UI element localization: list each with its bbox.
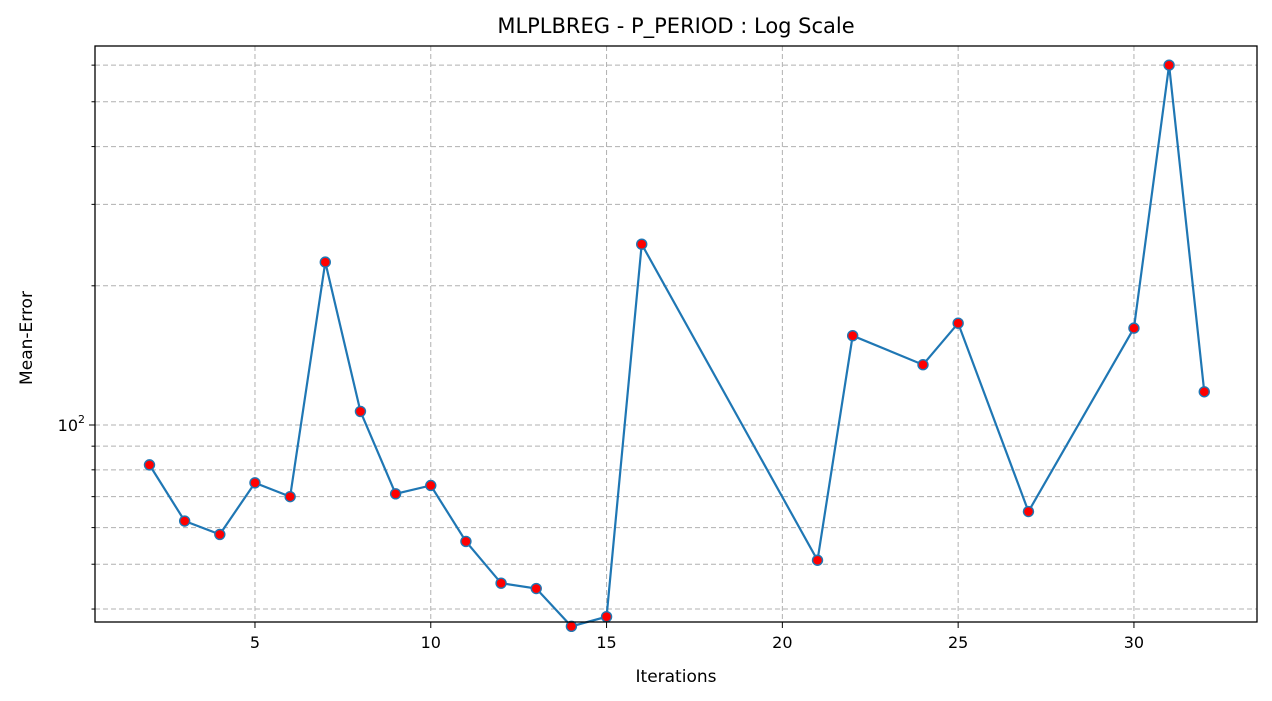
data-point [178,515,191,527]
data-point [1198,386,1210,398]
data-point [811,554,824,566]
data-point [1163,59,1175,71]
data-point [249,477,261,489]
data-point [495,577,507,589]
data-point [1022,505,1035,518]
data-point [425,479,437,492]
x-tick-label: 25 [948,633,968,652]
data-point [530,582,542,595]
data-point [284,490,296,503]
data-point [565,620,578,633]
x-tick-label: 30 [1124,633,1144,652]
y-axis-label: Mean-Error [17,291,37,385]
data-point [214,528,226,541]
data-point [319,256,331,268]
series-layer [143,59,1210,633]
data-point [1128,322,1140,334]
x-tick-label: 10 [421,633,441,652]
x-tick-label: 5 [250,633,260,652]
data-point [143,459,156,471]
data-point [636,238,648,250]
chart-title: MLPLBREG - P_PERIOD : Log Scale [497,14,854,39]
y-tick-label: 102 [58,413,85,435]
data-point [389,488,402,500]
data-point [600,611,613,623]
x-tick-label: 15 [596,633,616,652]
y-tick-label-exponent: 2 [78,413,85,426]
x-axis-label: Iterations [636,667,717,687]
plot-frame [94,45,1258,623]
data-point [917,359,929,371]
data-point [952,317,964,329]
data-point [846,329,859,342]
data-point [354,405,367,418]
grid [95,46,1257,622]
y-tick-label-base: 10 [58,416,78,435]
series-line [148,64,1206,628]
data-point [460,535,472,548]
x-tick-label: 20 [772,633,792,652]
